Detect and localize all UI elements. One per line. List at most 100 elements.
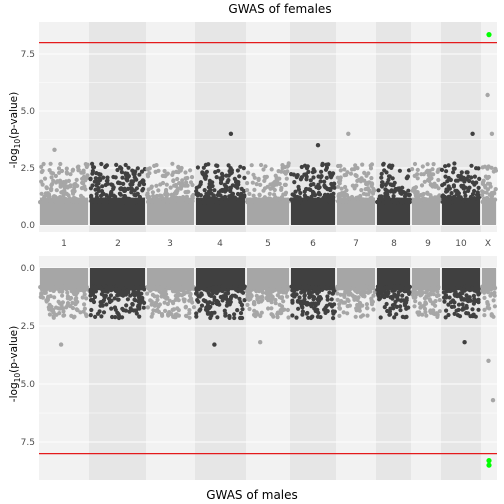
- snp-point: [99, 189, 105, 194]
- snp-point: [412, 187, 417, 192]
- snp-point: [289, 284, 294, 289]
- snp-point: [379, 171, 384, 176]
- snp-point: [247, 306, 252, 312]
- snp-point: [173, 293, 178, 298]
- snp-point: [434, 287, 439, 292]
- snp-point: [251, 312, 257, 317]
- snp-point: [117, 191, 122, 196]
- snp-point: [296, 184, 301, 189]
- snp-point: [457, 199, 462, 205]
- snp-point: [57, 170, 62, 175]
- snp-point: [313, 308, 318, 314]
- snp-point: [258, 313, 263, 319]
- snp-point: [147, 171, 152, 176]
- snp-point: [451, 183, 456, 188]
- snp-point: [72, 185, 77, 190]
- snp-point: [465, 199, 470, 204]
- snp-point: [332, 302, 337, 307]
- snp-point: [417, 301, 422, 306]
- snp-point: [176, 164, 181, 169]
- snp-point: [397, 168, 402, 173]
- snp-point: [239, 191, 244, 196]
- snp-point: [446, 302, 451, 307]
- snp-point: [400, 314, 405, 319]
- chromosome-6-points: [289, 268, 337, 321]
- snp-point: [331, 171, 336, 176]
- snp-point: [254, 293, 259, 298]
- snp-point: [446, 312, 451, 318]
- snp-point: [187, 311, 192, 316]
- snp-point: [426, 178, 431, 183]
- notable-snp-point: [258, 340, 263, 345]
- snp-point: [343, 184, 348, 190]
- snp-point: [412, 161, 418, 167]
- snp-point: [114, 284, 119, 289]
- snp-point: [180, 178, 185, 183]
- snp-point: [360, 313, 366, 318]
- snp-point: [452, 161, 457, 166]
- snp-point: [359, 188, 364, 193]
- snp-point: [208, 304, 213, 309]
- male-panel-title: GWAS of males: [206, 488, 298, 502]
- snp-point: [274, 200, 279, 205]
- snp-point: [52, 199, 58, 204]
- snp-point: [194, 311, 199, 316]
- snp-point: [456, 173, 461, 179]
- snp-point: [195, 197, 201, 203]
- snp-point: [455, 178, 460, 183]
- snp-point: [339, 186, 344, 191]
- notable-snp-point: [470, 131, 475, 136]
- snp-point: [412, 173, 417, 178]
- snp-point: [331, 311, 336, 316]
- snp-point: [389, 284, 394, 289]
- snp-point: [83, 187, 88, 192]
- snp-point: [141, 305, 146, 310]
- snp-point: [384, 170, 389, 175]
- snp-point: [241, 166, 246, 171]
- snp-point: [402, 194, 408, 199]
- snp-point: [47, 168, 52, 173]
- snp-point: [179, 293, 185, 298]
- snp-point: [280, 163, 285, 168]
- snp-point: [238, 315, 243, 321]
- snp-point: [227, 302, 232, 307]
- snp-point: [251, 301, 256, 306]
- chromosome-3-points: [145, 161, 196, 225]
- highlighted-snp-point: [486, 458, 492, 464]
- snp-point: [309, 301, 314, 306]
- snp-point: [440, 183, 445, 188]
- snp-point: [406, 192, 411, 198]
- snp-point: [126, 186, 131, 191]
- snp-point: [189, 175, 195, 180]
- male-y-axis-label: -log10(p-value): [8, 326, 22, 402]
- snp-point: [137, 293, 142, 298]
- snp-point: [306, 315, 311, 320]
- snp-point: [297, 295, 302, 300]
- snp-point: [279, 310, 284, 316]
- snp-point: [465, 287, 470, 292]
- snp-point: [475, 196, 480, 201]
- snp-point: [44, 299, 49, 304]
- snp-point: [439, 167, 445, 172]
- snp-point: [74, 307, 79, 312]
- snp-point: [366, 290, 371, 295]
- snp-point: [72, 314, 77, 319]
- snp-point: [215, 192, 220, 198]
- snp-point: [286, 315, 291, 320]
- snp-point: [302, 197, 308, 202]
- snp-point: [400, 293, 405, 298]
- snp-point: [89, 307, 94, 313]
- snp-point: [357, 303, 362, 308]
- snp-point: [423, 300, 428, 305]
- snp-point: [358, 179, 363, 184]
- snp-point: [304, 311, 309, 316]
- snp-point: [155, 297, 160, 302]
- chromosome-8-points: [375, 161, 412, 225]
- snp-point: [480, 165, 485, 170]
- snp-point: [444, 308, 449, 313]
- notable-snp-point: [228, 131, 234, 136]
- snp-point: [270, 285, 275, 290]
- snp-point: [146, 187, 151, 192]
- snp-point: [485, 290, 490, 295]
- snp-point: [324, 162, 329, 167]
